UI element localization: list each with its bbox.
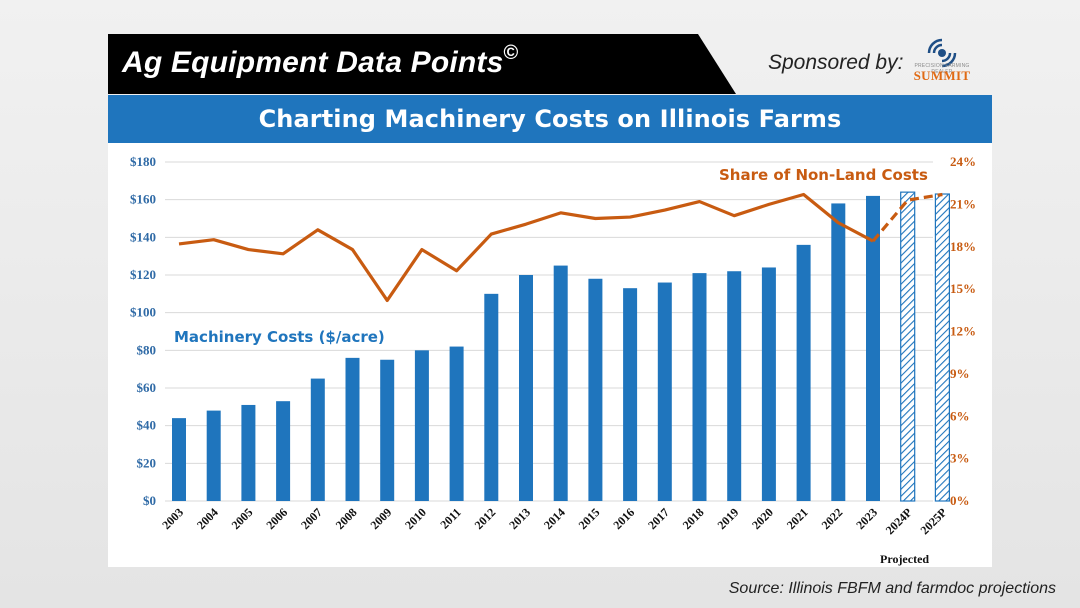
bar xyxy=(761,267,776,501)
y-right-tick-label: 21% xyxy=(950,196,976,211)
line-series-label: Share of Non-Land Costs xyxy=(719,166,928,184)
x-tick-label: 2011 xyxy=(437,505,463,531)
x-tick-label: 2007 xyxy=(298,505,325,532)
x-tick-label: 2006 xyxy=(263,505,290,532)
bar xyxy=(692,273,707,501)
x-tick-label: 2023 xyxy=(853,505,880,532)
x-tick-label: 2015 xyxy=(576,505,603,532)
sponsor-label: Sponsored by: xyxy=(768,51,904,74)
bar xyxy=(276,401,291,501)
projected-label: Projected xyxy=(880,552,929,566)
bar xyxy=(796,244,811,501)
y-right-tick-label: 6% xyxy=(950,408,970,423)
x-tick-label: 2008 xyxy=(333,505,360,532)
chart-header-bar xyxy=(108,95,992,143)
source-note: Source: Illinois FBFM and farmdoc projec… xyxy=(728,580,1056,597)
x-tick-label: 2022 xyxy=(819,505,846,532)
bar xyxy=(623,288,638,501)
x-tick-label: 2017 xyxy=(645,505,672,532)
bar xyxy=(588,278,603,501)
bar xyxy=(206,410,221,501)
x-tick-label: 2010 xyxy=(402,505,429,532)
x-tick-label: 2020 xyxy=(749,505,776,532)
summit-logo-icon xyxy=(927,38,957,68)
x-tick-label: 2024P xyxy=(883,505,915,537)
x-tick-label: 2012 xyxy=(472,505,499,532)
projected-bar xyxy=(934,193,951,502)
logo-subtext: PRECISION FARMING DEALER xyxy=(914,63,970,75)
x-tick-label: 2003 xyxy=(159,505,186,532)
bar xyxy=(310,378,325,501)
bar xyxy=(657,282,672,501)
y-right-tick-label: 12% xyxy=(950,324,976,339)
share-line xyxy=(178,192,874,303)
bar xyxy=(553,265,568,501)
y-left-tick-label: $100 xyxy=(130,305,156,320)
bar xyxy=(449,346,464,501)
y-right-tick-label: 15% xyxy=(950,281,976,296)
y-right-tick-label: 24% xyxy=(950,154,976,169)
bar xyxy=(831,203,846,501)
chart-title: Charting Machinery Costs on Illinois Far… xyxy=(258,105,842,133)
y-left-tick-label: $60 xyxy=(137,380,157,395)
x-tick-label: 2019 xyxy=(714,505,741,532)
y-left-tick-label: $180 xyxy=(130,154,156,169)
y-left-tick-label: $120 xyxy=(130,267,156,282)
y-left-tick-label: $160 xyxy=(130,192,156,207)
y-left-tick-label: $140 xyxy=(130,229,156,244)
y-right-tick-label: 0% xyxy=(950,493,970,508)
y-left-tick-label: $40 xyxy=(137,418,157,433)
projected-bar xyxy=(900,191,916,502)
logo-text: SUMMIT xyxy=(913,68,971,83)
bar xyxy=(866,195,880,501)
share-line-projected xyxy=(871,192,943,243)
x-tick-label: 2009 xyxy=(367,505,394,532)
x-tick-label: 2016 xyxy=(610,505,637,532)
bar xyxy=(414,350,429,501)
x-tick-label: 2005 xyxy=(229,505,256,532)
copyright-mark: © xyxy=(503,42,519,64)
x-tick-label: 2004 xyxy=(194,505,221,532)
bar-series-label: Machinery Costs ($/acre) xyxy=(174,328,385,346)
chart-svg: $0 $20 $40 $60 $80 $100 $120 $140 $160 $180 0% 3% 6… xyxy=(130,154,976,566)
y-right-tick-label: 18% xyxy=(950,239,976,254)
y-left-tick-label: $0 xyxy=(143,493,156,508)
bar xyxy=(727,271,742,501)
y-right-tick-label: 3% xyxy=(950,451,970,466)
banner-title: Ag Equipment Data Points© xyxy=(122,42,519,79)
x-tick-label: 2025P xyxy=(917,505,949,537)
y-left-tick-label: $80 xyxy=(137,342,157,357)
bar xyxy=(345,357,360,501)
x-tick-label: 2021 xyxy=(784,505,811,532)
bar xyxy=(519,275,533,501)
y-left-tick-label: $20 xyxy=(137,455,157,470)
y-right-tick-label: 9% xyxy=(950,366,970,381)
bar xyxy=(241,404,256,501)
title-banner xyxy=(108,34,736,94)
bar xyxy=(484,293,499,501)
x-tick-label: 2018 xyxy=(680,505,707,532)
x-tick-label: 2014 xyxy=(541,505,568,532)
bar xyxy=(380,359,395,501)
bar xyxy=(172,418,186,501)
x-tick-label: 2013 xyxy=(506,505,533,532)
